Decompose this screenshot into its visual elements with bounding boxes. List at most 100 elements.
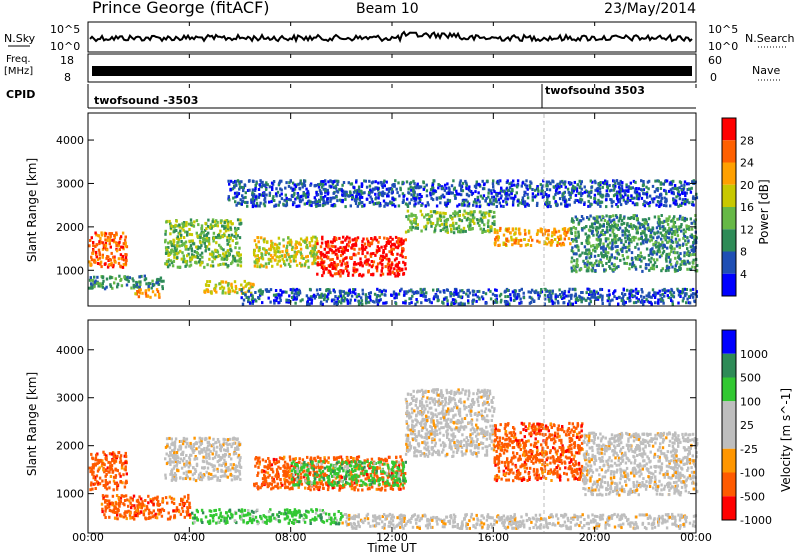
power-colorbar-tick: 16	[740, 201, 754, 214]
power-cell	[238, 185, 242, 189]
power-cell	[400, 239, 403, 243]
power-cell	[461, 202, 464, 206]
power-cell	[460, 219, 464, 223]
power-cell	[504, 197, 507, 201]
power-cell	[246, 282, 249, 286]
power-cell	[449, 216, 453, 219]
power-cell	[294, 301, 297, 305]
power-cell	[451, 191, 454, 195]
power-cell	[675, 240, 678, 244]
power-cell	[492, 179, 495, 183]
power-cell	[496, 192, 499, 195]
power-cell	[190, 221, 193, 225]
power-cell	[350, 294, 354, 298]
power-cell	[293, 250, 297, 254]
power-cell	[446, 302, 449, 306]
power-cell	[503, 190, 507, 194]
power-cell	[624, 229, 628, 232]
velocity-cell	[186, 513, 189, 517]
power-cell	[316, 193, 320, 197]
power-cell	[617, 185, 621, 189]
power-cell	[469, 223, 472, 227]
power-cell	[602, 224, 605, 228]
power-cell	[139, 288, 142, 292]
power-cell	[558, 182, 562, 186]
power-cell	[240, 296, 243, 300]
power-cell	[106, 265, 110, 269]
power-cell	[647, 238, 650, 242]
power-cell	[324, 201, 327, 205]
power-cell	[656, 236, 659, 240]
power-cell	[610, 255, 613, 259]
power-cell	[112, 263, 115, 267]
power-cell	[365, 197, 369, 201]
power-cell	[387, 241, 390, 244]
power-cell	[620, 222, 623, 226]
power-cell	[691, 180, 694, 184]
power-cell	[244, 284, 247, 288]
velocity-cell	[112, 479, 116, 483]
power-cell	[568, 287, 571, 291]
power-cell	[249, 282, 252, 286]
power-cell	[211, 218, 215, 222]
power-cell	[475, 201, 478, 205]
power-cell	[263, 192, 266, 196]
power-cell	[306, 254, 309, 258]
power-cell	[292, 295, 295, 299]
power-cell	[390, 294, 393, 297]
power-cell	[261, 257, 265, 261]
power-cell	[273, 301, 276, 305]
power-cell	[248, 301, 252, 305]
power-cell	[540, 288, 543, 291]
power-cell	[564, 185, 567, 189]
power-cell	[384, 289, 387, 293]
power-cell	[543, 232, 547, 236]
power-cell	[385, 180, 388, 184]
power-cell	[172, 250, 175, 253]
power-cell	[239, 198, 242, 202]
power-cell	[203, 265, 206, 269]
power-cell	[660, 237, 663, 241]
power-cell	[574, 193, 578, 197]
power-cell	[119, 235, 123, 239]
power-cell	[645, 234, 648, 238]
power-cell	[199, 236, 202, 239]
power-cell	[605, 189, 608, 193]
power-cell	[554, 297, 557, 301]
power-cell	[289, 198, 292, 202]
power-cell	[395, 187, 398, 191]
power-cell	[214, 235, 218, 239]
power-cell	[461, 189, 465, 193]
power-cell	[394, 245, 398, 249]
power-cell	[180, 240, 183, 243]
power-cell	[571, 287, 574, 291]
power-ytick-label: 1000	[56, 264, 84, 277]
power-cell	[252, 251, 256, 254]
power-cell	[238, 254, 241, 258]
power-cell	[489, 189, 492, 193]
power-cell	[244, 195, 247, 199]
power-cell	[320, 197, 323, 201]
power-cell	[296, 196, 299, 200]
power-cell	[200, 224, 204, 228]
power-cell	[510, 192, 513, 196]
power-cell	[312, 259, 316, 263]
power-cell	[542, 179, 545, 183]
power-cell	[298, 291, 302, 295]
power-cell	[665, 217, 668, 221]
power-cell	[692, 258, 695, 262]
power-cell	[233, 290, 237, 294]
power-cell	[315, 204, 318, 208]
power-cell	[350, 182, 354, 186]
power-cell	[369, 189, 372, 192]
power-cell	[650, 302, 653, 306]
nsky-bottom: 10^0	[50, 40, 80, 53]
velocity-cell	[138, 501, 141, 505]
power-cell	[214, 284, 218, 288]
power-cell	[294, 197, 297, 201]
power-cell	[613, 263, 616, 267]
power-cell	[465, 183, 468, 187]
velocity-cell	[183, 495, 186, 499]
power-cell	[316, 240, 319, 244]
power-cell	[360, 274, 364, 278]
